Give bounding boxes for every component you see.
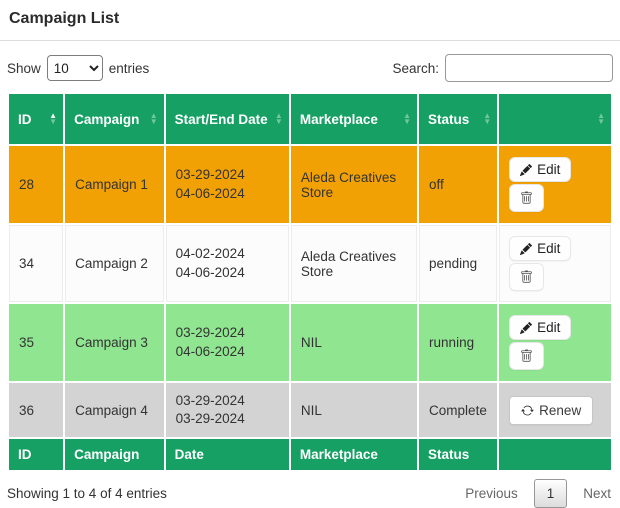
delete-button[interactable] xyxy=(509,263,545,291)
table-row-campaign-4: 36 Campaign 4 03-29-2024 03-29-2024 NIL … xyxy=(9,383,611,438)
cell-dates: 03-29-2024 04-06-2024 xyxy=(165,146,289,223)
cell-id: 35 xyxy=(9,304,64,381)
table-row-campaign-3: 35 Campaign 3 03-29-2024 04-06-2024 NIL … xyxy=(9,304,611,381)
title-divider xyxy=(0,40,620,41)
entries-label: entries xyxy=(108,60,150,76)
edit-button[interactable]: Edit xyxy=(509,157,572,182)
table-header: ID ▲ ▼ Campaign ▲ ▼ Start/End Date ▲ ▼ xyxy=(9,94,611,144)
previous-page-button[interactable]: Previous xyxy=(463,482,520,505)
entries-summary: Showing 1 to 4 of 4 entries xyxy=(7,486,167,502)
campaign-table: ID ▲ ▼ Campaign ▲ ▼ Start/End Date ▲ ▼ xyxy=(7,92,613,472)
cell-id: 28 xyxy=(9,146,64,223)
refresh-icon xyxy=(521,405,534,416)
cell-status: off xyxy=(419,146,498,223)
cell-status: running xyxy=(419,304,498,381)
trash-icon xyxy=(521,349,532,362)
cell-id: 34 xyxy=(9,225,64,302)
show-entries-control: Show 10 entries xyxy=(7,55,149,81)
cell-campaign: Campaign 4 xyxy=(65,383,164,438)
delete-button[interactable] xyxy=(509,184,545,212)
page-number-button[interactable]: 1 xyxy=(533,479,568,508)
start-date: 03-29-2024 xyxy=(175,167,245,183)
cell-status: pending xyxy=(419,225,498,302)
search-input[interactable] xyxy=(445,54,613,82)
edit-button[interactable]: Edit xyxy=(509,315,572,340)
edit-button-label: Edit xyxy=(537,320,561,335)
cell-dates: 04-02-2024 04-06-2024 xyxy=(165,225,289,302)
sort-arrows-icon: ▲ ▼ xyxy=(149,111,158,126)
edit-button-label: Edit xyxy=(537,241,561,256)
pencil-icon xyxy=(520,163,533,176)
footer-column-date: Date xyxy=(165,439,289,471)
footer-column-campaign: Campaign xyxy=(65,439,164,471)
column-header-date[interactable]: Start/End Date ▲ ▼ xyxy=(165,94,289,144)
delete-button[interactable] xyxy=(509,342,545,370)
table-info-bar: Showing 1 to 4 of 4 entries Previous 1 N… xyxy=(7,479,613,508)
column-header-id[interactable]: ID ▲ ▼ xyxy=(9,94,64,144)
cell-dates: 03-29-2024 04-06-2024 xyxy=(165,304,289,381)
start-date: 03-29-2024 xyxy=(175,325,245,341)
table-controls: Show 10 entries Search: xyxy=(7,54,613,82)
cell-actions: Edit xyxy=(499,225,611,302)
start-date: 04-02-2024 xyxy=(175,246,245,262)
sort-arrows-icon: ▲ ▼ xyxy=(483,111,492,126)
end-date: 04-06-2024 xyxy=(175,343,245,359)
footer-column-actions xyxy=(499,439,611,471)
column-header-status[interactable]: Status ▲ ▼ xyxy=(419,94,498,144)
show-label: Show xyxy=(7,60,41,76)
cell-marketplace: Aleda Creatives Store xyxy=(290,146,418,223)
column-header-marketplace[interactable]: Marketplace ▲ ▼ xyxy=(290,94,418,144)
sort-arrows-icon: ▲ ▼ xyxy=(49,111,58,126)
column-header-actions[interactable]: ▲ ▼ xyxy=(499,94,611,144)
sort-arrows-icon: ▲ ▼ xyxy=(403,111,412,126)
end-date: 04-06-2024 xyxy=(175,185,245,201)
end-date: 04-06-2024 xyxy=(175,264,245,280)
column-header-campaign-label: Campaign xyxy=(74,111,140,127)
cell-marketplace: NIL xyxy=(290,304,418,381)
column-header-status-label: Status xyxy=(428,111,470,127)
table-body: 28 Campaign 1 03-29-2024 04-06-2024 Aled… xyxy=(9,146,611,438)
sort-arrows-icon: ▲ ▼ xyxy=(597,111,605,126)
footer-column-marketplace: Marketplace xyxy=(290,439,418,471)
cell-marketplace: Aleda Creatives Store xyxy=(290,225,418,302)
search-control: Search: xyxy=(392,54,613,82)
pencil-icon xyxy=(520,321,533,334)
column-header-campaign[interactable]: Campaign ▲ ▼ xyxy=(65,94,164,144)
pencil-icon xyxy=(520,242,533,255)
table-row-campaign-2: 34 Campaign 2 04-02-2024 04-06-2024 Aled… xyxy=(9,225,611,302)
renew-button[interactable]: Renew xyxy=(509,395,594,425)
table-footer-header: ID Campaign Date Marketplace Status xyxy=(9,439,611,471)
cell-campaign: Campaign 3 xyxy=(65,304,164,381)
column-header-date-label: Start/End Date xyxy=(174,111,268,127)
renew-button-label: Renew xyxy=(539,402,582,418)
pagination: Previous 1 Next xyxy=(463,479,613,508)
edit-button-label: Edit xyxy=(537,162,561,177)
footer-column-id: ID xyxy=(9,439,64,471)
cell-actions: Edit xyxy=(499,146,611,223)
cell-campaign: Campaign 1 xyxy=(65,146,164,223)
column-header-id-label: ID xyxy=(18,111,32,127)
trash-icon xyxy=(521,270,532,283)
cell-id: 36 xyxy=(9,383,64,438)
cell-actions: Edit xyxy=(499,304,611,381)
page-length-select[interactable]: 10 xyxy=(46,55,103,81)
cell-dates: 03-29-2024 03-29-2024 xyxy=(165,383,289,438)
table-row-campaign-1: 28 Campaign 1 03-29-2024 04-06-2024 Aled… xyxy=(9,146,611,223)
column-header-marketplace-label: Marketplace xyxy=(299,111,378,127)
sort-arrows-icon: ▲ ▼ xyxy=(274,111,283,126)
cell-marketplace: NIL xyxy=(290,383,418,438)
cell-campaign: Campaign 2 xyxy=(65,225,164,302)
trash-icon xyxy=(521,191,532,204)
search-label: Search: xyxy=(392,60,439,76)
cell-actions: Renew xyxy=(499,383,611,438)
end-date: 03-29-2024 xyxy=(175,411,245,427)
page-title: Campaign List xyxy=(9,10,120,27)
next-page-button[interactable]: Next xyxy=(581,482,613,505)
cell-status: Complete xyxy=(419,383,498,438)
footer-column-status: Status xyxy=(419,439,498,471)
edit-button[interactable]: Edit xyxy=(509,236,572,261)
start-date: 03-29-2024 xyxy=(175,393,245,408)
